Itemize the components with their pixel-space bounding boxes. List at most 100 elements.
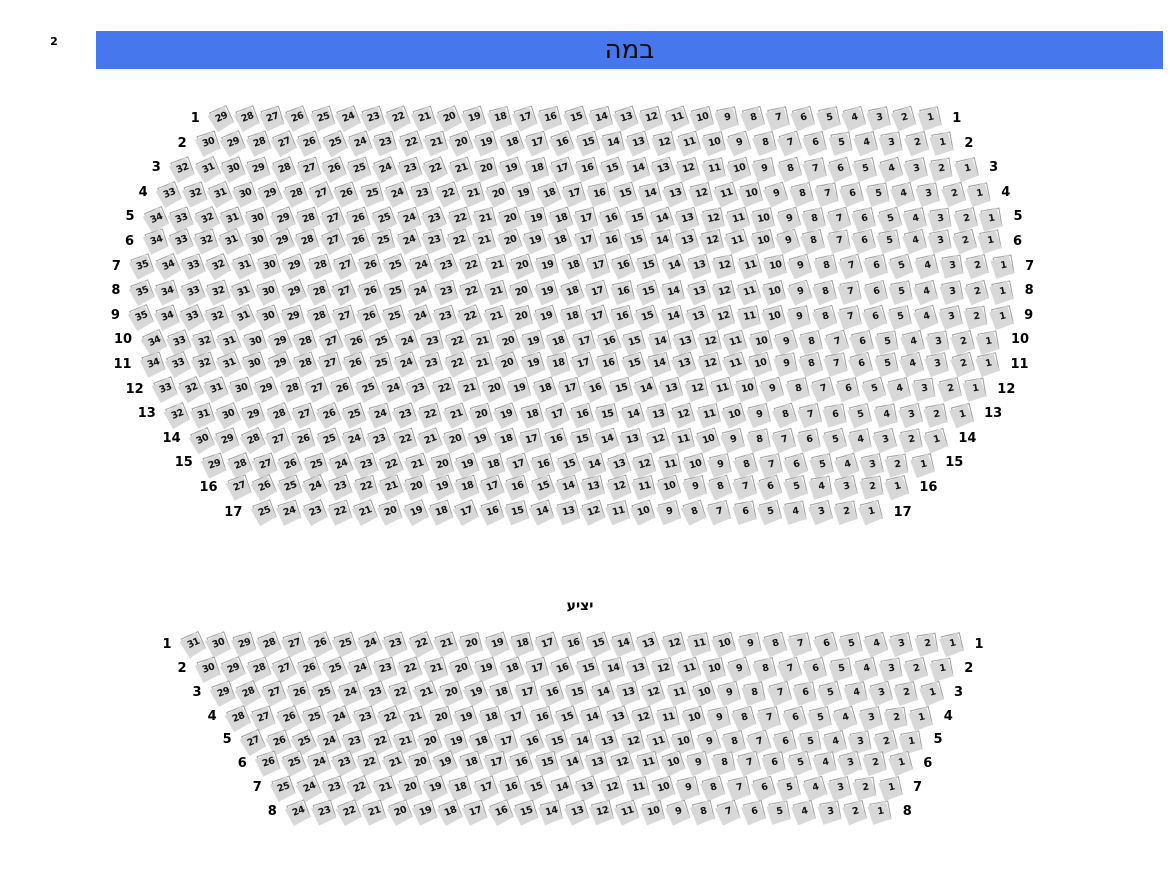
- seat[interactable]: 14: [648, 330, 672, 354]
- seat[interactable]: 23: [332, 750, 357, 776]
- seat[interactable]: 3: [838, 751, 863, 775]
- seat[interactable]: 22: [444, 351, 470, 376]
- seat[interactable]: 14: [662, 279, 686, 303]
- seat[interactable]: 20: [474, 156, 498, 180]
- seat[interactable]: 17: [572, 330, 596, 354]
- seat[interactable]: 5: [788, 751, 812, 775]
- seat[interactable]: 17: [525, 656, 550, 680]
- seat[interactable]: 21: [461, 181, 486, 206]
- seat[interactable]: 23: [433, 304, 458, 329]
- seat[interactable]: 3: [809, 500, 833, 524]
- seat[interactable]: 27: [227, 474, 252, 499]
- seat[interactable]: 11: [677, 656, 702, 680]
- seat[interactable]: 5: [889, 305, 913, 328]
- seat[interactable]: 31: [207, 181, 233, 206]
- seat[interactable]: 8: [790, 181, 814, 206]
- seat[interactable]: 8: [778, 156, 802, 180]
- seat[interactable]: 26: [252, 474, 278, 500]
- seat[interactable]: 6: [852, 229, 876, 253]
- seat[interactable]: 17: [562, 181, 587, 206]
- seat[interactable]: 13: [607, 452, 632, 477]
- seat[interactable]: 1: [941, 632, 964, 655]
- seat[interactable]: 14: [621, 402, 646, 427]
- seat[interactable]: 11: [724, 330, 748, 354]
- seat[interactable]: 10: [703, 131, 727, 155]
- seat[interactable]: 10: [672, 730, 696, 754]
- seat[interactable]: 27: [282, 631, 307, 656]
- seat[interactable]: 22: [337, 799, 362, 825]
- seat[interactable]: 30: [245, 228, 270, 253]
- seat[interactable]: 3: [929, 229, 952, 252]
- seat[interactable]: 31: [231, 278, 256, 304]
- seat[interactable]: 12: [610, 750, 635, 775]
- seat[interactable]: 10: [751, 229, 775, 253]
- seat[interactable]: 33: [166, 351, 192, 376]
- seat[interactable]: 14: [540, 800, 564, 824]
- seat[interactable]: 2: [905, 656, 929, 680]
- seat[interactable]: 5: [830, 657, 853, 680]
- seat[interactable]: 27: [309, 181, 334, 206]
- seat[interactable]: 6: [828, 156, 853, 180]
- seat[interactable]: 34: [155, 253, 181, 279]
- seat[interactable]: 10: [690, 105, 715, 130]
- seat[interactable]: 26: [358, 254, 383, 278]
- seat[interactable]: 19: [468, 427, 494, 452]
- seat[interactable]: 10: [740, 182, 764, 205]
- seat[interactable]: 15: [545, 729, 570, 754]
- seat[interactable]: 21: [382, 750, 408, 776]
- seat[interactable]: 19: [413, 800, 438, 824]
- seat[interactable]: 20: [418, 729, 443, 754]
- seat[interactable]: 24: [296, 774, 322, 800]
- seat[interactable]: 19: [423, 775, 448, 800]
- seat[interactable]: 27: [332, 304, 357, 329]
- seat[interactable]: 22: [423, 155, 449, 181]
- seat[interactable]: 10: [651, 775, 676, 800]
- seat[interactable]: 28: [308, 254, 332, 278]
- seat[interactable]: 2: [861, 475, 884, 498]
- seat[interactable]: 15: [535, 751, 559, 775]
- seat[interactable]: 23: [363, 680, 388, 705]
- seat[interactable]: 33: [181, 253, 206, 279]
- seat[interactable]: 4: [810, 475, 833, 498]
- seat[interactable]: 5: [866, 182, 890, 205]
- seat[interactable]: 2: [905, 131, 929, 155]
- seat[interactable]: 26: [292, 427, 316, 452]
- seat[interactable]: 24: [277, 499, 302, 524]
- seat[interactable]: 27: [260, 105, 285, 130]
- seat[interactable]: 14: [591, 680, 616, 705]
- seat[interactable]: 3: [940, 280, 964, 303]
- seat[interactable]: 15: [531, 474, 556, 499]
- seat[interactable]: 8: [773, 402, 797, 427]
- seat[interactable]: 27: [241, 729, 267, 755]
- seat[interactable]: 34: [144, 206, 170, 232]
- seat[interactable]: 31: [219, 228, 245, 253]
- seat[interactable]: 13: [616, 681, 640, 705]
- seat[interactable]: 28: [266, 401, 292, 427]
- seat[interactable]: 27: [251, 705, 276, 730]
- seat[interactable]: 24: [396, 228, 422, 253]
- seat[interactable]: 20: [509, 305, 533, 328]
- seat[interactable]: 16: [540, 680, 565, 705]
- seat[interactable]: 22: [386, 105, 412, 130]
- seat[interactable]: 14: [648, 352, 672, 376]
- seat[interactable]: 19: [485, 631, 510, 656]
- seat[interactable]: 11: [738, 254, 762, 278]
- seat[interactable]: 2: [965, 279, 989, 303]
- seat[interactable]: 18: [549, 206, 574, 231]
- seat[interactable]: 4: [915, 254, 939, 278]
- seat[interactable]: 32: [206, 279, 231, 304]
- seat[interactable]: 4: [814, 751, 837, 775]
- seat[interactable]: 1: [964, 377, 987, 400]
- seat[interactable]: 15: [637, 254, 661, 278]
- seat[interactable]: 26: [334, 181, 359, 206]
- seat[interactable]: 30: [233, 181, 258, 206]
- seat[interactable]: 7: [798, 402, 822, 426]
- seat[interactable]: 19: [534, 304, 559, 329]
- seat[interactable]: 35: [130, 278, 155, 304]
- seat[interactable]: 3: [929, 207, 952, 230]
- seat[interactable]: 12: [699, 330, 722, 354]
- seat[interactable]: 32: [205, 304, 230, 329]
- seat[interactable]: 23: [398, 156, 423, 181]
- seat[interactable]: 5: [784, 475, 808, 499]
- seat[interactable]: 13: [606, 705, 631, 730]
